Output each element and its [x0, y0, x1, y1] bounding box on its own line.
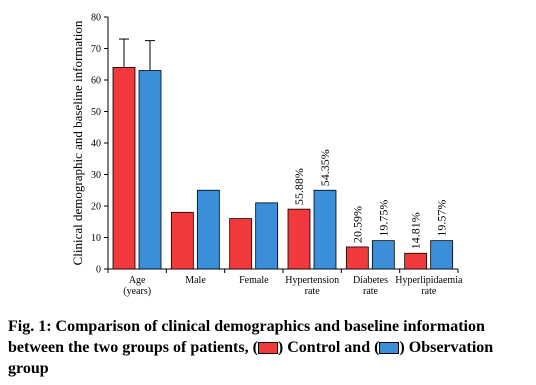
- annotation: 19.57%: [435, 200, 449, 237]
- annotation: 14.81%: [409, 212, 423, 249]
- bar: [313, 189, 337, 270]
- bar: [196, 189, 220, 270]
- bar: [229, 218, 253, 270]
- legend-label: Control: [287, 339, 341, 356]
- y-tick-label: 20: [91, 202, 101, 213]
- bar: [255, 202, 279, 270]
- y-tick-label: 30: [91, 170, 101, 181]
- caption-label: Fig. 1:: [8, 318, 52, 335]
- bar: [138, 70, 162, 270]
- annotation: 19.75%: [376, 200, 390, 237]
- bar: [371, 240, 395, 270]
- joiner: and: [344, 339, 371, 356]
- y-tick-label: 50: [91, 107, 101, 118]
- annotation: 54.35%: [318, 149, 332, 186]
- bracket: ): [399, 339, 405, 356]
- bar: [404, 252, 428, 270]
- chart: Clinical demographic and baseline inform…: [70, 13, 463, 298]
- caption: Fig. 1: Comparison of clinical demograph…: [8, 316, 532, 379]
- bracket: ): [277, 339, 284, 356]
- legend-swatch: [257, 342, 278, 355]
- y-tick-label: 60: [91, 76, 101, 87]
- bar: [170, 211, 194, 270]
- legend-swatch: [379, 342, 400, 355]
- bar: [430, 240, 454, 270]
- x-tick-label: Female: [239, 275, 269, 286]
- bracket: (: [374, 339, 380, 356]
- bracket: (: [252, 339, 258, 356]
- bar: [345, 246, 369, 270]
- annotation: 55.88%: [292, 168, 306, 205]
- bar: [112, 67, 136, 270]
- x-tick-label: Diabetes rate: [353, 275, 388, 297]
- bar: [287, 208, 311, 270]
- y-tick-label: 80: [91, 13, 101, 24]
- x-tick-label: Age (years): [123, 275, 151, 297]
- annotation: 20.59%: [350, 206, 364, 243]
- x-tick-label: Hyperlipidaemia rate: [395, 275, 463, 297]
- y-axis-label: Clinical demographic and baseline inform…: [70, 20, 85, 265]
- x-tick-label: Hypertension rate: [285, 275, 339, 297]
- legend-label: Observation group: [8, 339, 494, 377]
- caption-text: Comparison of clinical demographics and …: [8, 318, 485, 356]
- x-tick-label: Male: [185, 275, 206, 286]
- y-tick-label: 0: [96, 265, 101, 276]
- y-tick-label: 40: [91, 139, 101, 150]
- y-tick-label: 10: [91, 233, 101, 244]
- y-tick-label: 70: [91, 44, 101, 55]
